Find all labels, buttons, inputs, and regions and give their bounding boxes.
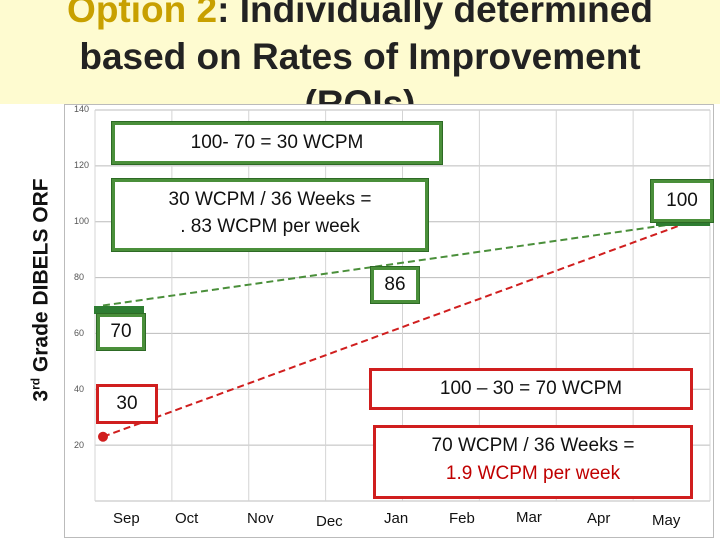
y-tick-80: 80	[74, 272, 85, 282]
green-diff-box: 100- 70 = 30 WCPM	[112, 122, 442, 164]
goal-label-box: 100	[651, 180, 713, 222]
y-tick-100: 100	[74, 216, 90, 226]
x-tick-nov: Nov	[247, 510, 274, 527]
y-tick-20: 20	[74, 440, 85, 450]
title-line1: : Individually determined	[217, 0, 653, 30]
start-label-box: 70	[97, 314, 145, 350]
x-tick-feb: Feb	[449, 510, 475, 527]
red-rate-line1: 70 WCPM / 36 Weeks =	[431, 435, 635, 456]
y-tick-40: 40	[74, 384, 85, 394]
title-line2: based on Rates of Improvement	[79, 36, 641, 77]
x-tick-sep: Sep	[113, 510, 140, 527]
y-axis-label: 3rd Grade DIBELS ORF	[28, 178, 53, 402]
x-tick-mar: Mar	[516, 509, 542, 526]
y-tick-60: 60	[74, 328, 85, 338]
title-accent: Option 2	[67, 0, 218, 30]
red-rate-line2: 1.9 WCPM per week	[445, 463, 621, 484]
x-tick-may: May	[652, 512, 681, 529]
x-tick-apr: Apr	[587, 510, 611, 527]
red-rate-box: 70 WCPM / 36 Weeks = 1.9 WCPM per week	[373, 425, 693, 499]
red-start-label-box: 30	[96, 384, 158, 424]
goal-bar	[656, 218, 710, 226]
mid-label-box: 86	[371, 267, 419, 303]
title-band	[0, 0, 720, 104]
green-rate-line1: 30 WCPM / 36 Weeks =	[168, 189, 372, 210]
green-rate-line2: . 83 WCPM per week	[180, 216, 360, 237]
green-rate-box: 30 WCPM / 36 Weeks = . 83 WCPM per week	[112, 179, 428, 251]
y-tick-120: 120	[74, 160, 90, 170]
x-tick-jan: Jan	[384, 510, 409, 527]
start-bar	[94, 306, 144, 314]
red-diff-box: 100 – 30 = 70 WCPM	[369, 368, 693, 410]
y-tick-140: 140	[74, 104, 90, 114]
x-tick-oct: Oct	[175, 510, 199, 527]
x-tick-dec: Dec	[316, 513, 343, 530]
